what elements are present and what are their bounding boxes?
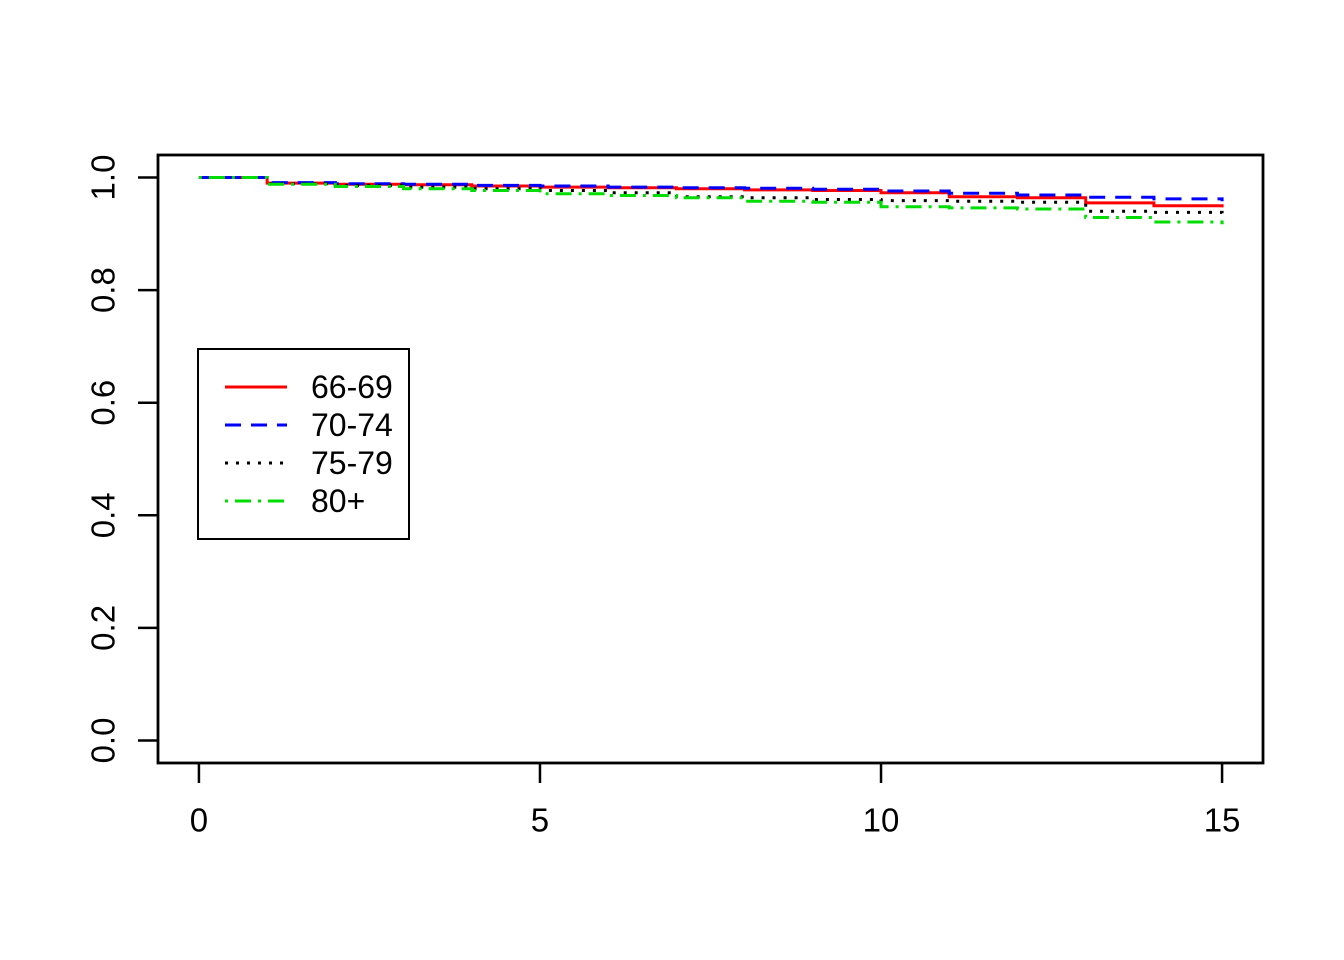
y-tick-label: 0.2 [85, 605, 122, 651]
y-tick-label: 0.6 [85, 380, 122, 426]
x-tick-label: 0 [190, 802, 208, 839]
x-tick-label: 15 [1204, 802, 1241, 839]
legend-entry: 80+ [225, 482, 408, 520]
y-tick-label: 0.4 [85, 492, 122, 538]
legend-label: 66-69 [311, 369, 393, 405]
legend-line-sample-dotted [225, 461, 287, 465]
curve-80+ [198, 176, 1224, 225]
curve-70-74 [198, 176, 1224, 202]
legend-entry: 66-69 [225, 368, 408, 406]
y-tick-label: 0.8 [85, 267, 122, 313]
legend-entry: 75-79 [225, 444, 408, 482]
x-tick-label: 10 [863, 802, 900, 839]
legend-entry: 70-74 [225, 406, 408, 444]
plot-box [156, 153, 1265, 765]
legend-line-sample-dashed [225, 423, 287, 427]
legend-label: 75-79 [311, 445, 393, 481]
legend-label: 80+ [311, 483, 366, 519]
legend-line-sample-solid [225, 385, 287, 389]
y-tick-label: 0.0 [85, 718, 122, 764]
y-tick-label: 1.0 [85, 155, 122, 201]
curve-66-69 [198, 176, 1224, 208]
legend: 66-69 70-74 75-79 80+ [197, 348, 410, 540]
legend-line-sample-dotdash [225, 499, 287, 503]
legend-label: 70-74 [311, 407, 393, 443]
x-tick-label: 5 [531, 802, 549, 839]
